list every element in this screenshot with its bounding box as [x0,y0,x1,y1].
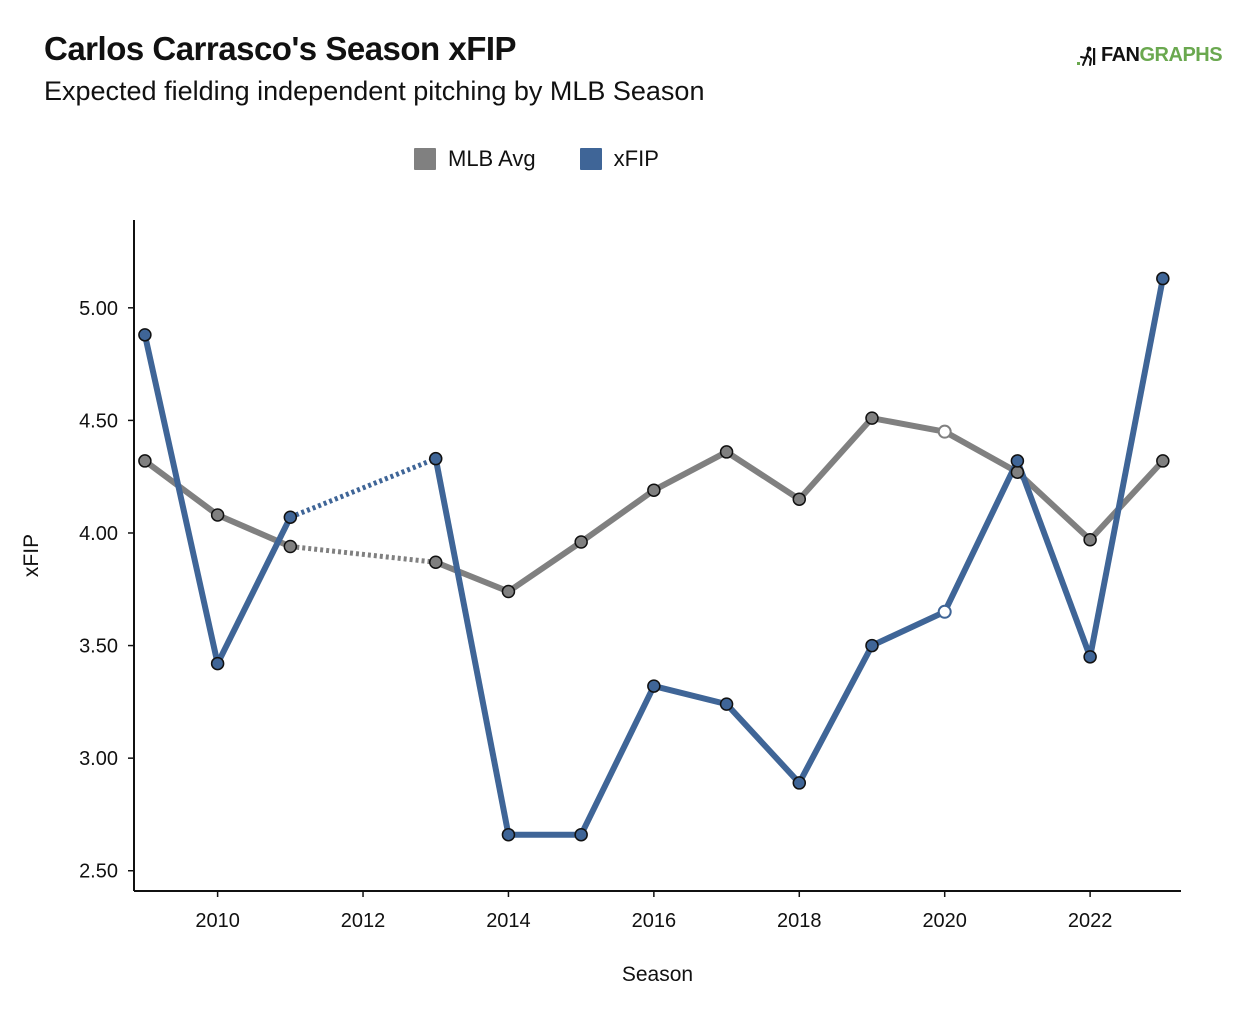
xfip-point[interactable] [283,510,298,524]
legend-swatch-mlb-avg [414,148,436,170]
y-tick-label: 2.50 [79,861,118,883]
mlb-avg-line-segment [1015,469,1093,542]
xfip-point[interactable] [792,776,807,790]
chart-legend: MLB Avg xFIP [414,146,703,172]
mlb-avg-point[interactable] [428,555,443,570]
xfip-line-segment [214,515,294,665]
mlb-avg-point[interactable] [501,584,516,599]
xfip-line-segment [1087,277,1166,658]
xfip-point[interactable] [647,679,661,693]
xfip-line-segment [724,702,802,785]
y-tick-label: 5.00 [79,298,118,320]
xfip-point[interactable] [574,827,588,842]
xfip-gap-segment [289,456,437,520]
mlb-avg-point[interactable] [719,445,734,459]
mlb-avg-line-segment [652,449,728,493]
fangraphs-logo[interactable]: FAN GRAPHS [1076,44,1223,67]
mlb-avg-point[interactable] [865,411,879,425]
mlb-avg-point[interactable] [283,539,298,554]
xfip-line-segment [141,334,221,665]
y-tick-label: 3.00 [79,748,118,770]
mlb-avg-point[interactable] [1156,454,1170,468]
xfip-point[interactable] [1156,271,1170,286]
xfip-point[interactable] [210,656,225,671]
y-tick-label: 4.00 [79,523,118,545]
mlb-avg-line-segment [1087,458,1166,542]
legend-swatch-xfip [579,148,602,170]
chart-title: Carlos Carrasco's Season xFIP [44,30,517,67]
chart-lines [141,277,1166,838]
mlb-avg-point[interactable] [1010,465,1025,479]
mlb-avg-line-segment [871,415,946,435]
x-tick-label: 2022 [1068,910,1113,932]
x-tick-label: 2018 [777,910,822,932]
x-tick-label: 2014 [486,910,531,932]
xfip-point[interactable] [428,451,443,466]
x-axis-title: Season [622,963,693,986]
x-tick-label: 2020 [922,910,967,932]
xfip-line-segment [1014,459,1093,658]
mlb-avg-point[interactable] [937,424,952,439]
chart-axes: 2.50 3.00 3.50 4.00 4.50 5.00 2010 2012 2014 2016… [20,220,1181,986]
xfip-point[interactable] [937,604,952,619]
mlb-avg-point[interactable] [210,508,225,522]
logo-text-graphs: GRAPHS [1139,44,1223,66]
chart-points [138,271,1170,842]
mlb-avg-line-segment [506,539,583,595]
xfip-line-segment [796,644,875,785]
xfip-point[interactable] [1010,454,1025,468]
mlb-avg-gap-segment [290,544,437,565]
mlb-avg-line-segment [724,449,801,502]
mlb-avg-line-segment [434,559,510,595]
legend-item-mlb-avg[interactable]: MLB Avg [414,146,536,172]
mlb-avg-line-segment [797,416,875,502]
x-tick-label: 2010 [195,910,240,932]
mlb-avg-point[interactable] [1083,532,1097,547]
xfip-point[interactable] [719,697,734,711]
mlb-avg-point[interactable] [647,483,661,497]
xfip-line-segment [653,683,728,708]
mlb-avg-point[interactable] [138,454,152,468]
x-tick-label: 2016 [632,910,677,932]
logo-text-fan: FAN [1101,44,1140,66]
x-tick-label: 2012 [341,910,386,932]
mlb-avg-line-segment [943,429,1019,475]
xfip-point[interactable] [501,827,516,842]
mlb-avg-line-segment [579,487,656,545]
y-tick-label: 4.50 [79,410,118,432]
xfip-line-segment [870,609,946,649]
mlb-avg-point[interactable] [574,535,588,549]
xfip-line-segment [432,458,512,836]
xfip-point[interactable] [1083,650,1097,664]
xfip-line-segment [941,459,1021,614]
mlb-avg-point[interactable] [792,492,807,506]
xfip-point[interactable] [138,328,152,342]
legend-label-xfip: xFIP [613,146,659,171]
y-axis-title: xFIP [20,534,43,577]
xfip-point[interactable] [865,638,879,653]
fangraphs-logo-icon [1077,46,1096,66]
legend-item-xfip[interactable]: xFIP [579,146,659,172]
legend-label-mlb-avg: MLB Avg [448,146,536,171]
chart-subtitle: Expected fielding independent pitching b… [44,76,705,106]
y-tick-label: 3.50 [79,636,118,658]
xfip-line-segment [578,684,657,837]
